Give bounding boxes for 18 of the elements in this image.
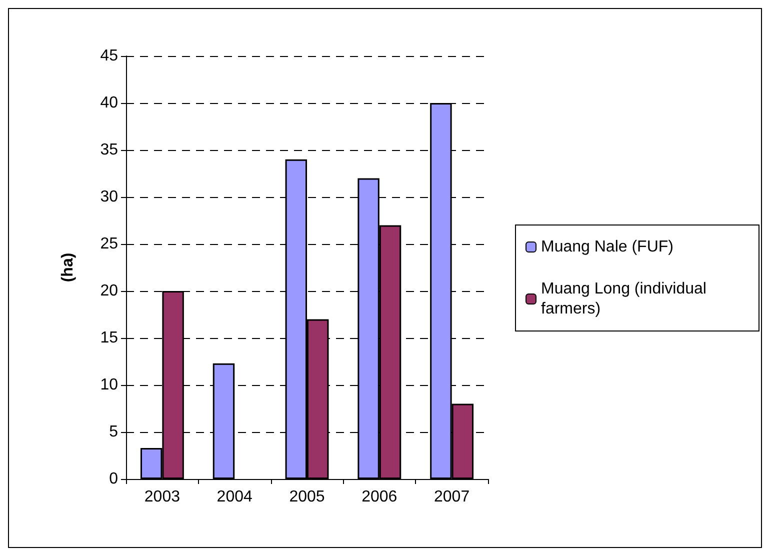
y-tick-label: 5 (109, 424, 118, 440)
x-tick-label: 2006 (362, 488, 398, 506)
legend-label: Muang Long (individual farmers) (541, 280, 711, 318)
y-tick-label: 45 (100, 48, 118, 64)
y-tick-label: 20 (100, 282, 118, 300)
x-tick-label: 2003 (144, 488, 180, 506)
x-tick-label: 2004 (216, 488, 252, 506)
y-axis-title: (ha) (60, 252, 76, 282)
y-tick-label: 0 (109, 470, 118, 488)
x-tick-label: 2005 (289, 488, 325, 506)
y-tick-label: 30 (100, 188, 118, 206)
legend-label: Muang Nale (FUF) (541, 238, 674, 256)
y-tick-label: 15 (100, 330, 118, 346)
y-tick-label: 35 (100, 142, 118, 158)
y-tick-label: 40 (100, 94, 118, 112)
x-tick-label: 2007 (434, 488, 470, 506)
y-tick-label: 10 (100, 376, 118, 394)
y-tick-label: 25 (100, 236, 118, 252)
